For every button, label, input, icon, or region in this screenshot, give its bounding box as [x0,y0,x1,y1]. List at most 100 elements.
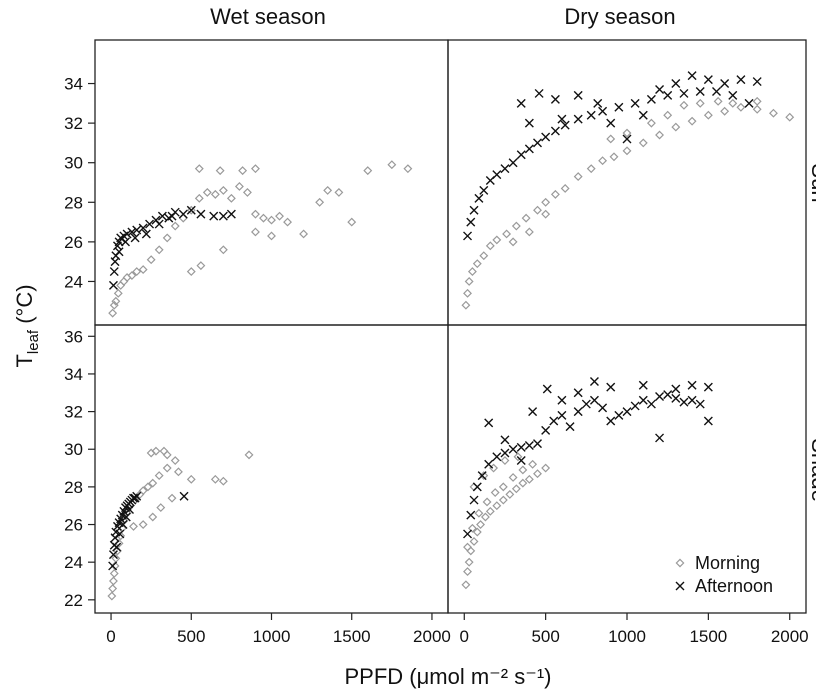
data-point-morning [511,221,521,231]
data-point-morning [622,146,632,156]
data-point-afternoon [671,384,681,394]
data-point-morning [146,255,156,265]
data-point-morning [275,211,284,221]
y-label-unit: (°C) [12,284,37,329]
data-point-afternoon [114,247,124,257]
data-point-afternoon [550,126,560,136]
y-tick-label: 28 [64,478,83,497]
data-point-afternoon [516,150,526,160]
data-point-morning [238,166,248,176]
data-point-afternoon [122,229,132,239]
x-axis-label: PPFD (μmol m⁻² s⁻¹) [345,664,552,689]
data-point-morning [108,308,118,318]
legend-marker-afternoon [675,581,685,591]
data-point-morning [178,213,188,223]
data-point-morning [482,497,492,507]
x-tick-label: 500 [177,627,205,646]
data-point-afternoon [573,90,583,100]
series-morning [461,96,795,310]
data-point-afternoon [703,75,713,85]
data-point-morning [138,486,148,496]
data-point-morning [151,446,161,456]
data-point-morning [202,187,212,197]
data-point-afternoon [606,382,616,392]
data-point-morning [467,267,477,277]
data-point-afternoon [550,94,560,104]
data-point-morning [463,288,472,298]
svg-text:Tleaf (°C): Tleaf (°C) [12,284,42,367]
data-point-afternoon [557,395,567,405]
data-point-morning [474,508,484,518]
x-tick-label: 1500 [333,627,371,646]
data-point-morning [156,503,166,513]
data-point-afternoon [516,98,526,108]
data-point-morning [148,512,158,522]
data-point-morning [622,128,632,138]
series-afternoon [463,71,762,241]
data-point-afternoon [541,425,551,435]
data-point-morning [489,463,499,473]
y-label-main: T [12,354,37,367]
data-point-morning [259,213,268,223]
data-point-morning [728,98,738,108]
data-point-morning [116,280,126,290]
data-point-morning [244,450,254,460]
data-point-morning [492,501,502,511]
row-title-sun: Sun [807,163,816,202]
data-point-morning [485,506,495,516]
data-point-morning [508,473,518,482]
data-point-morning [283,217,292,227]
data-point-afternoon [209,211,219,221]
data-point-afternoon [516,442,526,452]
y-tick-label: 34 [64,75,83,94]
data-point-afternoon [154,219,164,229]
series-morning [108,160,413,318]
data-point-afternoon [622,134,632,144]
data-point-morning [127,271,137,280]
data-point-morning [586,164,596,174]
data-point-morning [108,584,118,593]
data-point-afternoon [141,229,151,239]
data-point-morning [162,233,172,243]
data-point-morning [119,277,129,286]
data-point-afternoon [630,98,640,108]
data-point-afternoon [598,106,608,116]
data-point-afternoon [560,120,570,130]
data-point-afternoon [226,209,236,219]
data-point-morning [479,251,489,261]
data-point-afternoon [630,401,640,411]
data-point-morning [498,495,508,505]
data-point-morning [215,166,225,176]
data-point-morning [403,164,413,174]
data-point-afternoon [586,110,596,120]
data-point-afternoon [479,185,489,195]
data-point-afternoon [614,410,624,420]
data-point-afternoon [534,88,544,98]
series-afternoon [108,491,189,571]
data-point-morning [210,474,220,484]
data-point-morning [550,189,560,199]
data-point-afternoon [573,114,583,124]
data-point-morning [655,130,664,140]
data-point-afternoon [744,98,754,108]
data-point-afternoon [508,158,518,168]
data-point-afternoon [463,231,473,241]
data-point-morning [736,102,746,112]
panel-wet-season-shade: 22 24 26 28 30 32 34 36 0 500 1000 1500 2000 [64,324,451,646]
y-tick-label: 22 [64,591,83,610]
data-point-afternoon [646,399,656,409]
data-point-morning [541,209,551,219]
y-tick-label: 24 [64,553,83,572]
data-point-morning [466,546,476,556]
col-title-dry: Dry season [564,4,675,29]
legend: Morning Afternoon [675,553,773,596]
data-point-morning [752,96,762,106]
data-point-morning [541,197,551,207]
x-tick-label: 1500 [689,627,727,646]
data-point-morning [533,205,542,215]
data-point-morning [476,520,485,529]
data-point-afternoon [703,416,713,426]
data-point-afternoon [533,138,542,148]
data-point-afternoon [132,225,142,235]
data-point-afternoon [121,512,131,522]
